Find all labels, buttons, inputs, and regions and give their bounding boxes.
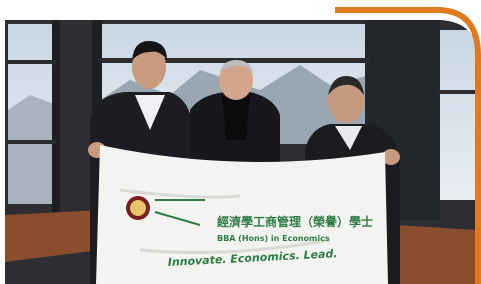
banner-title-zh: 經濟學工商管理（榮譽）學士 (217, 214, 373, 229)
banner: 經濟學工商管理（榮譽）學士 BBA (Hons) in Economics In… (96, 145, 388, 284)
page: 經濟學工商管理（榮譽）學士 BBA (Hons) in Economics In… (0, 0, 481, 284)
banner-title-en: BBA (Hons) in Economics (217, 234, 330, 243)
scene: 經濟學工商管理（榮譽）學士 BBA (Hons) in Economics In… (5, 20, 478, 284)
photo: 經濟學工商管理（榮譽）學士 BBA (Hons) in Economics In… (0, 0, 481, 284)
